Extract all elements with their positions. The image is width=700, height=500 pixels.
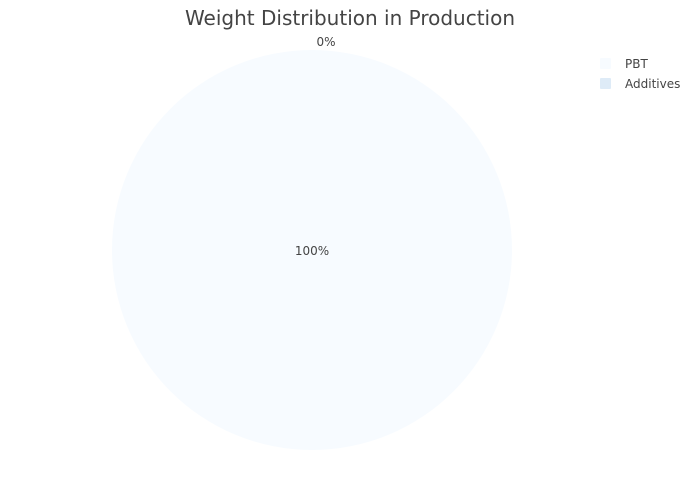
legend-swatch-additives <box>600 78 611 89</box>
pie-slice-pbt[interactable] <box>112 50 512 450</box>
slice-label-pbt: 100% <box>295 244 329 258</box>
slice-label-additives: 0% <box>316 35 335 49</box>
chart-title: Weight Distribution in Production <box>185 6 515 30</box>
legend: PBT Additives <box>600 57 680 91</box>
legend-swatch-pbt <box>600 58 611 69</box>
pie-slice-labels: 100% 0% <box>295 35 336 258</box>
legend-item-additives[interactable]: Additives <box>600 77 680 91</box>
pie-slices <box>112 50 512 450</box>
legend-item-pbt[interactable]: PBT <box>600 57 648 71</box>
legend-label-pbt: PBT <box>625 57 648 71</box>
legend-label-additives: Additives <box>625 77 680 91</box>
